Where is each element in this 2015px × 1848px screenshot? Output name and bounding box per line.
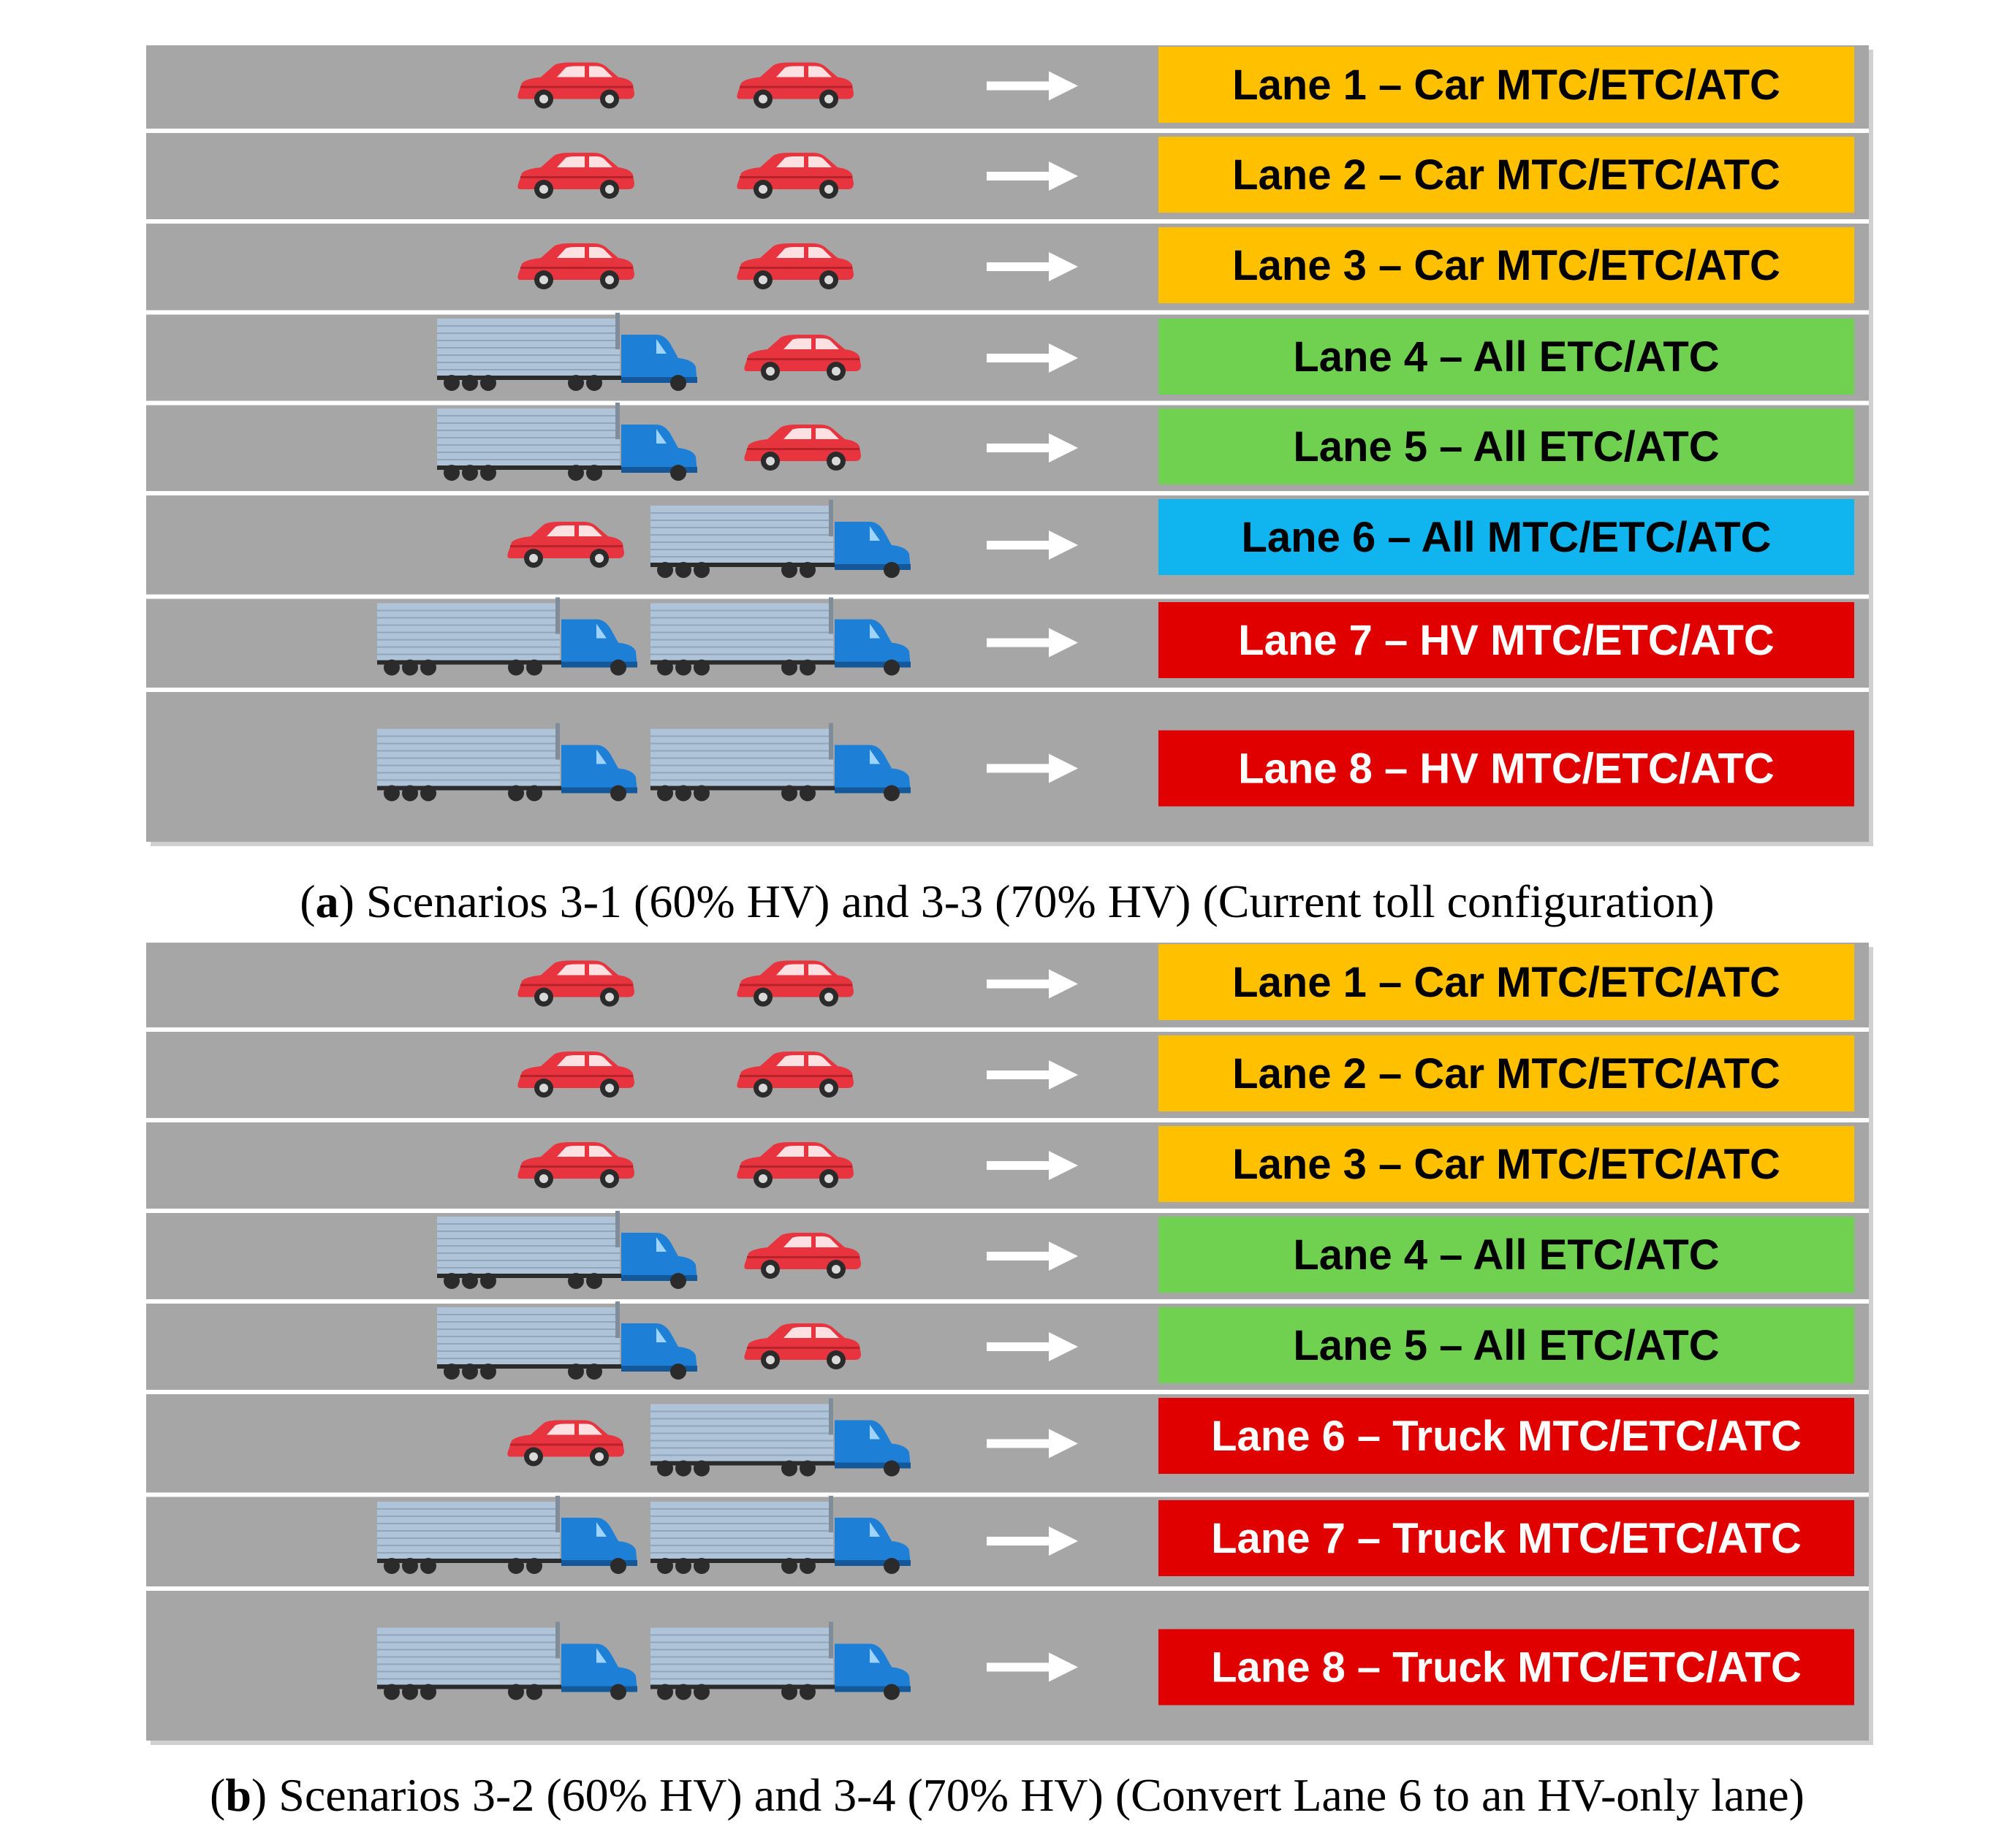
lane-label-box — [1158, 47, 1854, 123]
lane-divider — [146, 400, 1869, 406]
lane-7: Lane 7 – Truck MTC/ETC/ATC — [146, 1495, 1869, 1591]
lane-2: Lane 2 – Car MTC/ETC/ATC — [146, 1035, 1869, 1122]
lane-divider — [146, 1299, 1869, 1304]
lane-divider — [146, 688, 1869, 692]
lane-label: Lane 1 – Car MTC/ETC/ATC — [1232, 61, 1780, 109]
lane-divider — [146, 129, 1869, 133]
lane-label: Lane 6 – All MTC/ETC/ATC — [1241, 514, 1771, 561]
lane-8: Lane 8 – Truck MTC/ETC/ATC — [376, 1621, 1854, 1706]
lane-divider — [146, 1118, 1869, 1122]
lane-divider — [146, 594, 1869, 599]
lane-label: Lane 7 – HV MTC/ETC/ATC — [1238, 617, 1775, 664]
lane-label: Lane 8 – Truck MTC/ETC/ATC — [1211, 1644, 1802, 1692]
lane-divider — [146, 310, 1869, 315]
caption-letter: b — [225, 1769, 251, 1821]
lane-5: Lane 5 – All ETC/ATC — [146, 1301, 1869, 1394]
lane-label-box — [1158, 1629, 1854, 1706]
lane-label: Lane 6 – Truck MTC/ETC/ATC — [1211, 1412, 1802, 1460]
lane-label: Lane 2 – Car MTC/ETC/ATC — [1232, 1050, 1780, 1098]
lane-label-box — [1158, 137, 1854, 213]
lane-divider — [146, 1390, 1869, 1394]
lane-divider — [146, 1209, 1869, 1213]
lane-4: Lane 4 – All ETC/ATC — [146, 312, 1869, 406]
lane-label-box — [1158, 1307, 1854, 1383]
lane-label-box — [1158, 1398, 1854, 1474]
lane-1: Lane 1 – Car MTC/ETC/ATC — [146, 47, 1869, 133]
lane-label: Lane 8 – HV MTC/ETC/ATC — [1238, 745, 1775, 793]
lane-label-box — [1158, 227, 1854, 303]
caption-letter: a — [316, 875, 339, 927]
lane-label-box — [1158, 1217, 1854, 1293]
lane-label: Lane 3 – Car MTC/ETC/ATC — [1232, 1141, 1780, 1188]
lane-label-box — [1158, 602, 1854, 678]
caption-text: Scenarios 3-1 (60% HV) and 3-3 (70% HV) … — [354, 875, 1715, 927]
lane-2: Lane 2 – Car MTC/ETC/ATC — [146, 137, 1869, 224]
lane-label-box — [1158, 408, 1854, 484]
lane-label-box — [1158, 319, 1854, 395]
lane-divider — [146, 491, 1869, 495]
lane-divider — [146, 219, 1869, 224]
lane-4: Lane 4 – All ETC/ATC — [146, 1210, 1869, 1304]
lane-label: Lane 4 – All ETC/ATC — [1293, 333, 1719, 381]
lane-label: Lane 5 – All ETC/ATC — [1293, 1322, 1719, 1369]
lane-6: Lane 6 – All MTC/ETC/ATC — [146, 499, 1869, 599]
lane-3: Lane 3 – Car MTC/ETC/ATC — [146, 227, 1869, 315]
panel-a: Lane 1 – Car MTC/ETC/ATC Lane 2 – Car MTC… — [146, 45, 1873, 927]
lane-divider — [146, 1492, 1869, 1497]
lane-divider — [146, 1027, 1869, 1032]
lane-label: Lane 3 – Car MTC/ETC/ATC — [1232, 242, 1780, 289]
lane-label-box — [1158, 1126, 1854, 1202]
lane-label-box — [1158, 1035, 1854, 1111]
lane-label-box — [1158, 944, 1854, 1020]
lane-5: Lane 5 – All ETC/ATC — [146, 402, 1869, 495]
lane-3: Lane 3 – Car MTC/ETC/ATC — [146, 1126, 1869, 1213]
lane-label-box — [1158, 499, 1854, 575]
lane-7: Lane 7 – HV MTC/ETC/ATC — [146, 596, 1869, 692]
lane-label: Lane 2 – Car MTC/ETC/ATC — [1232, 151, 1780, 199]
lane-label-box — [1158, 1500, 1854, 1576]
lane-label: Lane 5 – All ETC/ATC — [1293, 423, 1719, 471]
lane-1: Lane 1 – Car MTC/ETC/ATC — [146, 944, 1869, 1032]
panel-caption: (b) Scenarios 3-2 (60% HV) and 3-4 (70% … — [210, 1769, 1805, 1821]
lane-label: Lane 7 – Truck MTC/ETC/ATC — [1211, 1515, 1802, 1562]
panel-b: Lane 1 – Car MTC/ETC/ATC Lane 2 – Car MTC… — [146, 943, 1873, 1821]
lane-6: Lane 6 – Truck MTC/ETC/ATC — [146, 1397, 1869, 1497]
lane-divider — [146, 1586, 1869, 1591]
caption-text: Scenarios 3-2 (60% HV) and 3-4 (70% HV) … — [267, 1769, 1805, 1821]
lane-label: Lane 1 – Car MTC/ETC/ATC — [1232, 959, 1780, 1006]
lane-8: Lane 8 – HV MTC/ETC/ATC — [376, 722, 1854, 807]
panel-caption: (a) Scenarios 3-1 (60% HV) and 3-3 (70% … — [300, 875, 1714, 927]
lane-label-box — [1158, 730, 1854, 807]
lane-label: Lane 4 – All ETC/ATC — [1293, 1231, 1719, 1279]
